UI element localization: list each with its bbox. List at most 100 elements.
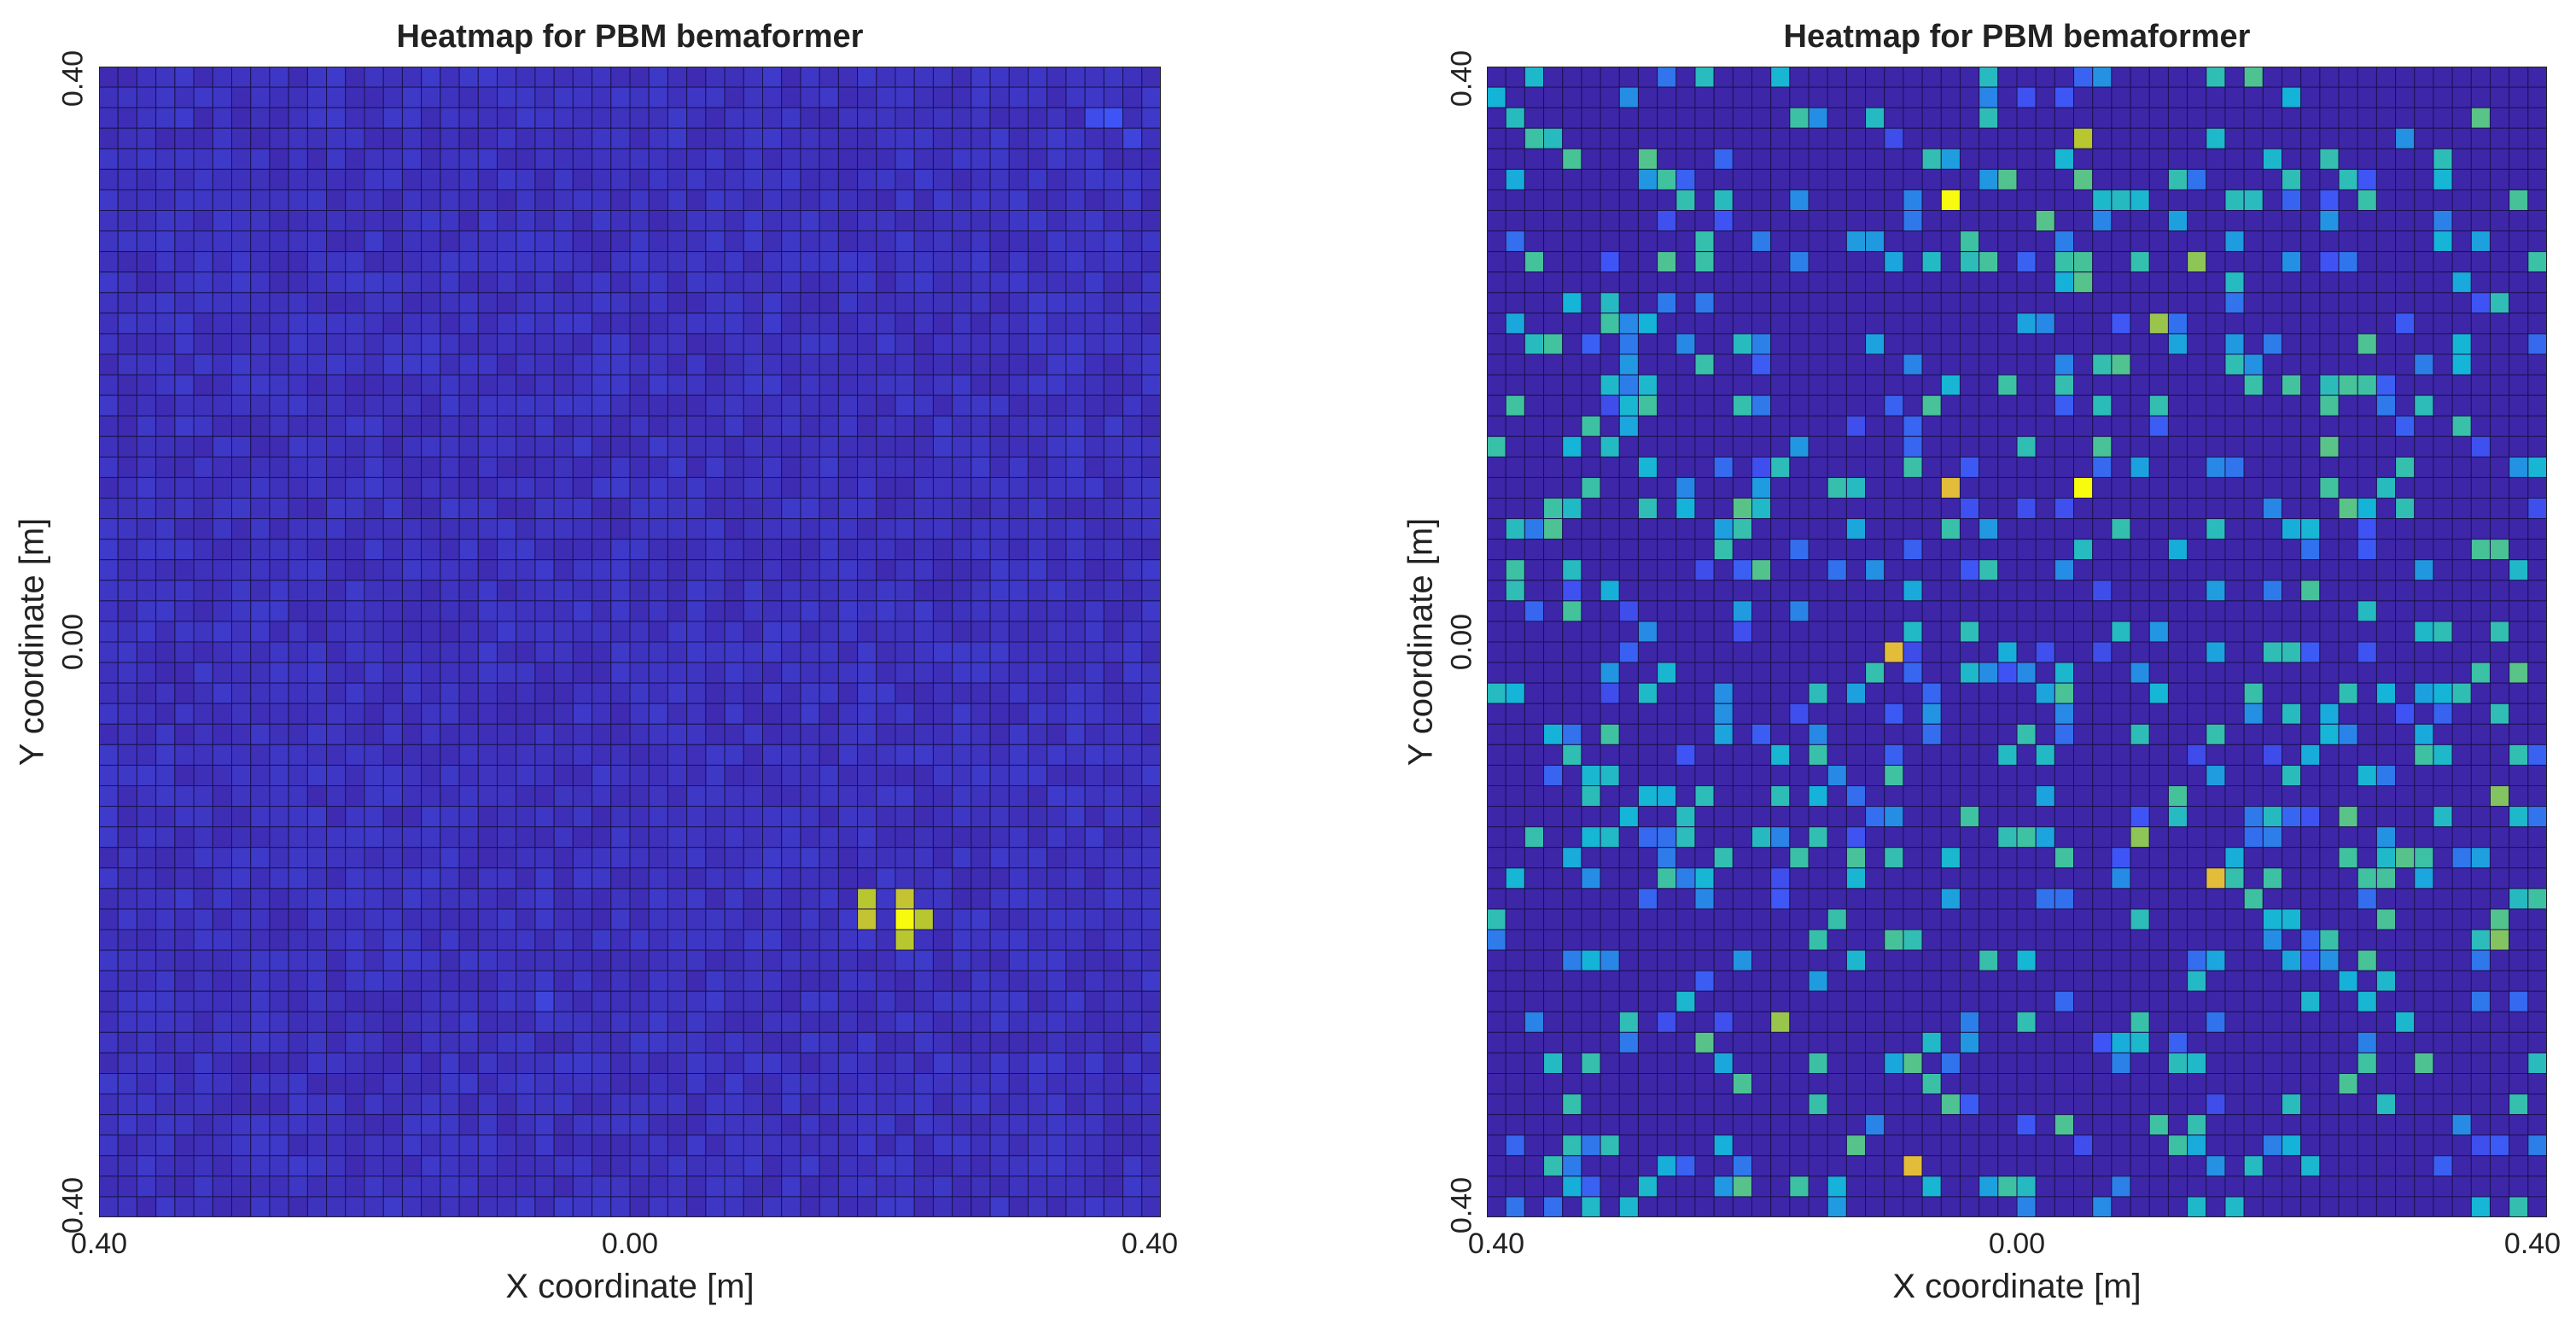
heatmap-cell bbox=[1676, 271, 1696, 294]
heatmap-cell bbox=[1562, 518, 1582, 540]
heatmap-cell bbox=[970, 723, 991, 745]
heatmap-cell bbox=[629, 168, 650, 190]
heatmap-cell bbox=[2187, 456, 2207, 478]
heatmap-cell bbox=[1084, 1052, 1104, 1075]
heatmap-cell bbox=[345, 415, 365, 437]
heatmap-cell bbox=[2375, 456, 2397, 478]
heatmap-cell bbox=[2130, 723, 2150, 745]
heatmap-cell bbox=[174, 271, 195, 294]
heatmap-cell bbox=[345, 970, 365, 992]
heatmap-cell bbox=[724, 1114, 744, 1136]
heatmap-cell bbox=[2206, 456, 2226, 478]
heatmap-cell bbox=[269, 1114, 289, 1136]
heatmap-cell bbox=[497, 292, 517, 314]
heatmap-cell bbox=[2319, 312, 2340, 335]
heatmap-cell bbox=[345, 1073, 365, 1095]
heatmap-cell bbox=[306, 394, 328, 417]
heatmap-cell bbox=[1827, 518, 1847, 540]
heatmap-cell bbox=[1940, 251, 1961, 273]
heatmap-cell bbox=[819, 230, 839, 253]
heatmap-cell bbox=[401, 435, 423, 458]
heatmap-cell bbox=[516, 251, 536, 273]
heatmap-cell bbox=[1084, 1196, 1104, 1217]
heatmap-cell bbox=[345, 86, 365, 108]
heatmap-cell bbox=[382, 435, 403, 458]
heatmap-cell bbox=[269, 1011, 289, 1033]
heatmap-cell bbox=[401, 67, 423, 88]
heatmap-cell bbox=[458, 990, 479, 1012]
heatmap-cell bbox=[2016, 374, 2037, 396]
heatmap-cell bbox=[913, 826, 934, 849]
heatmap-cell bbox=[401, 168, 423, 190]
heatmap-cell bbox=[117, 1073, 137, 1095]
heatmap-cell bbox=[1600, 600, 1620, 622]
heatmap-cell bbox=[2489, 230, 2510, 253]
heatmap-cell bbox=[440, 867, 460, 889]
heatmap-cell bbox=[1065, 189, 1086, 211]
heatmap-cell bbox=[857, 1031, 877, 1053]
heatmap-cell bbox=[1103, 990, 1124, 1012]
heatmap-cell bbox=[2338, 127, 2358, 149]
heatmap-cell bbox=[1122, 1052, 1143, 1075]
heatmap-cell bbox=[819, 662, 839, 684]
heatmap-cell bbox=[857, 662, 877, 684]
heatmap-cell bbox=[1028, 867, 1048, 889]
heatmap-cell bbox=[970, 929, 991, 951]
heatmap-cell bbox=[2433, 723, 2453, 745]
heatmap-cell bbox=[781, 949, 801, 971]
heatmap-cell bbox=[2375, 292, 2397, 314]
heatmap-cell bbox=[421, 1052, 441, 1075]
heatmap-cell bbox=[1713, 333, 1734, 355]
heatmap-cell bbox=[250, 908, 271, 930]
heatmap-cell bbox=[1657, 600, 1677, 622]
heatmap-cell bbox=[516, 476, 536, 499]
heatmap-cell bbox=[250, 1031, 271, 1053]
heatmap-cell bbox=[1028, 1196, 1048, 1217]
heatmap-cell bbox=[193, 415, 213, 437]
heatmap-cell bbox=[2262, 539, 2283, 561]
heatmap-cell bbox=[136, 641, 157, 663]
heatmap-cell bbox=[876, 127, 896, 149]
heatmap-cell bbox=[477, 456, 498, 478]
heatmap-cell bbox=[345, 292, 365, 314]
heatmap-cell bbox=[895, 908, 915, 930]
heatmap-cell bbox=[781, 1031, 801, 1053]
heatmap-cell bbox=[117, 990, 137, 1012]
heatmap-cell bbox=[876, 1031, 896, 1053]
heatmap-cell bbox=[2451, 67, 2472, 88]
heatmap-cell bbox=[1618, 723, 1639, 745]
heatmap-cell bbox=[1903, 189, 1923, 211]
heatmap-cell bbox=[231, 1155, 252, 1177]
heatmap-cell bbox=[2167, 333, 2188, 355]
heatmap-cell bbox=[193, 210, 213, 232]
heatmap-cell bbox=[516, 662, 536, 684]
heatmap-cell bbox=[932, 764, 953, 786]
heatmap-cell bbox=[2357, 333, 2377, 355]
heatmap-cell bbox=[2395, 580, 2416, 602]
heatmap-cell bbox=[1600, 682, 1620, 704]
heatmap-cell bbox=[1065, 826, 1086, 849]
heatmap-cell bbox=[382, 353, 403, 376]
heatmap-cell bbox=[932, 107, 953, 129]
heatmap-cell bbox=[629, 210, 650, 232]
heatmap-cell bbox=[497, 539, 517, 561]
heatmap-cell bbox=[629, 1011, 650, 1033]
heatmap-cell bbox=[592, 476, 612, 499]
heatmap-cell bbox=[1618, 641, 1639, 663]
heatmap-cell bbox=[2357, 662, 2377, 684]
heatmap-cell bbox=[136, 580, 157, 602]
heatmap-cell bbox=[1732, 498, 1753, 520]
heatmap-cell bbox=[2167, 476, 2188, 499]
heatmap-cell bbox=[345, 168, 365, 190]
heatmap-cell bbox=[895, 498, 915, 520]
heatmap-cell bbox=[1940, 271, 1961, 294]
heatmap-cell bbox=[2243, 498, 2264, 520]
heatmap-cell bbox=[2092, 723, 2113, 745]
heatmap-cell bbox=[895, 86, 915, 108]
heatmap-cell bbox=[174, 662, 195, 684]
heatmap-cell bbox=[667, 1114, 688, 1136]
heatmap-cell bbox=[1657, 621, 1677, 643]
heatmap-cell bbox=[1637, 641, 1658, 663]
heatmap-cell bbox=[2262, 189, 2283, 211]
heatmap-cell bbox=[686, 1175, 707, 1198]
